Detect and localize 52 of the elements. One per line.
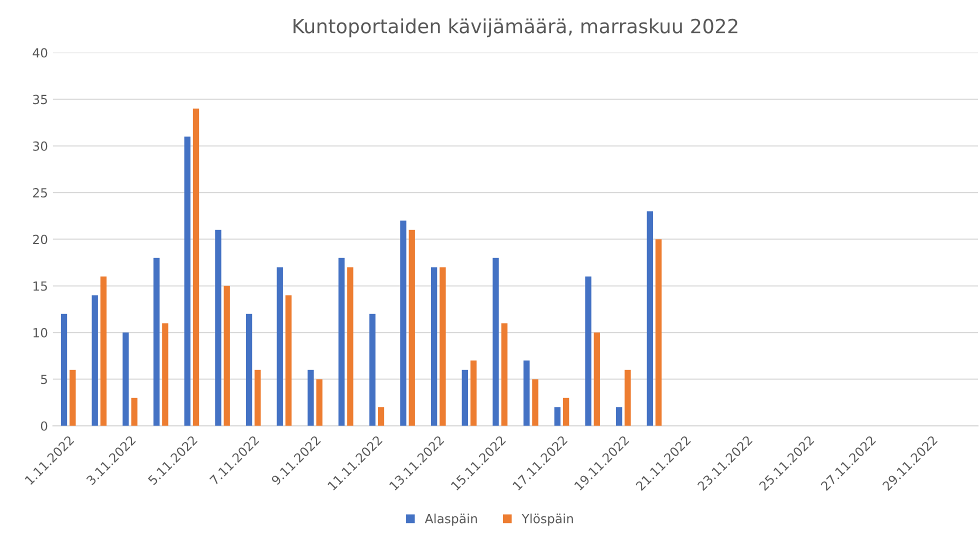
bar (285, 295, 292, 426)
bar (338, 258, 345, 426)
bar (153, 258, 160, 426)
y-tick-label: 0 (40, 421, 48, 431)
bar (122, 332, 129, 426)
bar (624, 370, 631, 426)
bar (192, 108, 200, 426)
bar (92, 295, 98, 426)
y-tick-label: 30 (33, 141, 48, 151)
bar (524, 360, 530, 426)
bar (400, 220, 406, 426)
y-tick-label: 20 (33, 234, 48, 244)
bar (308, 370, 314, 426)
chart-title: Kuntoportaiden kävijämäärä, marraskuu 2022 (294, 18, 738, 38)
bar (131, 398, 138, 426)
bar (347, 267, 354, 426)
bar (501, 323, 508, 426)
bar (408, 230, 415, 426)
legend-label: Alaspäin (424, 514, 477, 526)
bar (369, 314, 376, 426)
y-tick-label: 25 (33, 188, 47, 198)
bar (60, 314, 68, 426)
bar (646, 211, 654, 426)
bar (162, 323, 168, 426)
bar (184, 136, 190, 426)
bar (554, 407, 561, 426)
bar (246, 314, 252, 426)
bar (276, 267, 283, 426)
legend-label: Ylöspäin (522, 514, 573, 526)
bar (616, 407, 622, 426)
bar (430, 267, 438, 426)
bar (440, 267, 446, 426)
bar (492, 258, 499, 426)
bar (462, 370, 468, 426)
y-tick-label: 40 (32, 48, 48, 58)
bar (470, 360, 477, 426)
bar (100, 276, 107, 426)
bar (224, 286, 230, 426)
bar (254, 370, 261, 426)
y-tick-label: 5 (41, 374, 47, 384)
bar (316, 379, 322, 426)
bar (594, 332, 600, 426)
bar (70, 370, 76, 426)
y-tick-label: 35 (33, 94, 47, 104)
bar (585, 276, 592, 426)
y-tick-label: 15 (34, 282, 47, 291)
y-tick-label: 10 (34, 328, 48, 338)
bar (562, 398, 570, 426)
bar (378, 407, 384, 426)
bar (655, 239, 662, 426)
bar (215, 230, 222, 426)
bar (532, 379, 538, 426)
